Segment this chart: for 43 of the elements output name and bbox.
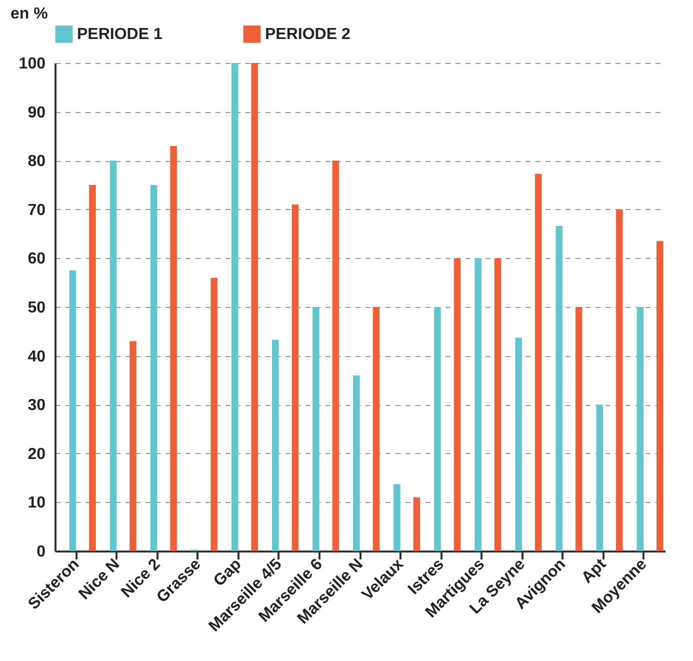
y-tick-label: 100 — [18, 56, 46, 72]
bar — [231, 63, 238, 551]
bar — [596, 404, 604, 551]
bar — [292, 204, 299, 551]
bar — [434, 307, 441, 551]
bar — [210, 278, 218, 551]
bar — [413, 497, 420, 551]
bar — [110, 160, 117, 551]
y-tick-label: 60 — [28, 250, 46, 268]
y-tick-label: 90 — [28, 104, 46, 122]
bar — [332, 160, 340, 551]
bar — [69, 270, 76, 551]
y-tick-label: 30 — [28, 397, 46, 414]
bar — [89, 185, 96, 551]
bar — [130, 341, 136, 551]
bar — [150, 185, 158, 551]
bar — [556, 226, 562, 551]
bar — [575, 307, 582, 551]
bar — [494, 258, 502, 551]
y-tick-label: 0 — [36, 544, 46, 560]
bar — [394, 484, 400, 551]
bar — [170, 146, 177, 551]
y-tick-label: 10 — [28, 494, 46, 512]
legend-label: PERIODE 1 — [77, 26, 162, 44]
y-tick-label: 20 — [28, 446, 46, 463]
bar — [454, 258, 461, 551]
bar — [272, 340, 279, 551]
y-tick-label: 80 — [28, 153, 46, 170]
bar — [474, 258, 482, 551]
y-tick-label: 70 — [28, 202, 46, 219]
bar — [353, 375, 360, 551]
bar — [534, 174, 542, 551]
bar — [515, 338, 522, 551]
bar — [656, 241, 664, 551]
y-tick-label: 50 — [28, 300, 46, 316]
bar — [616, 209, 623, 551]
bar — [251, 63, 258, 551]
legend-label: PERIODE 2 — [265, 26, 350, 44]
bar — [372, 307, 380, 551]
y-tick-label: 40 — [28, 348, 46, 366]
y-axis-title: en % — [10, 6, 48, 22]
bar — [636, 307, 644, 551]
bar — [312, 307, 320, 551]
